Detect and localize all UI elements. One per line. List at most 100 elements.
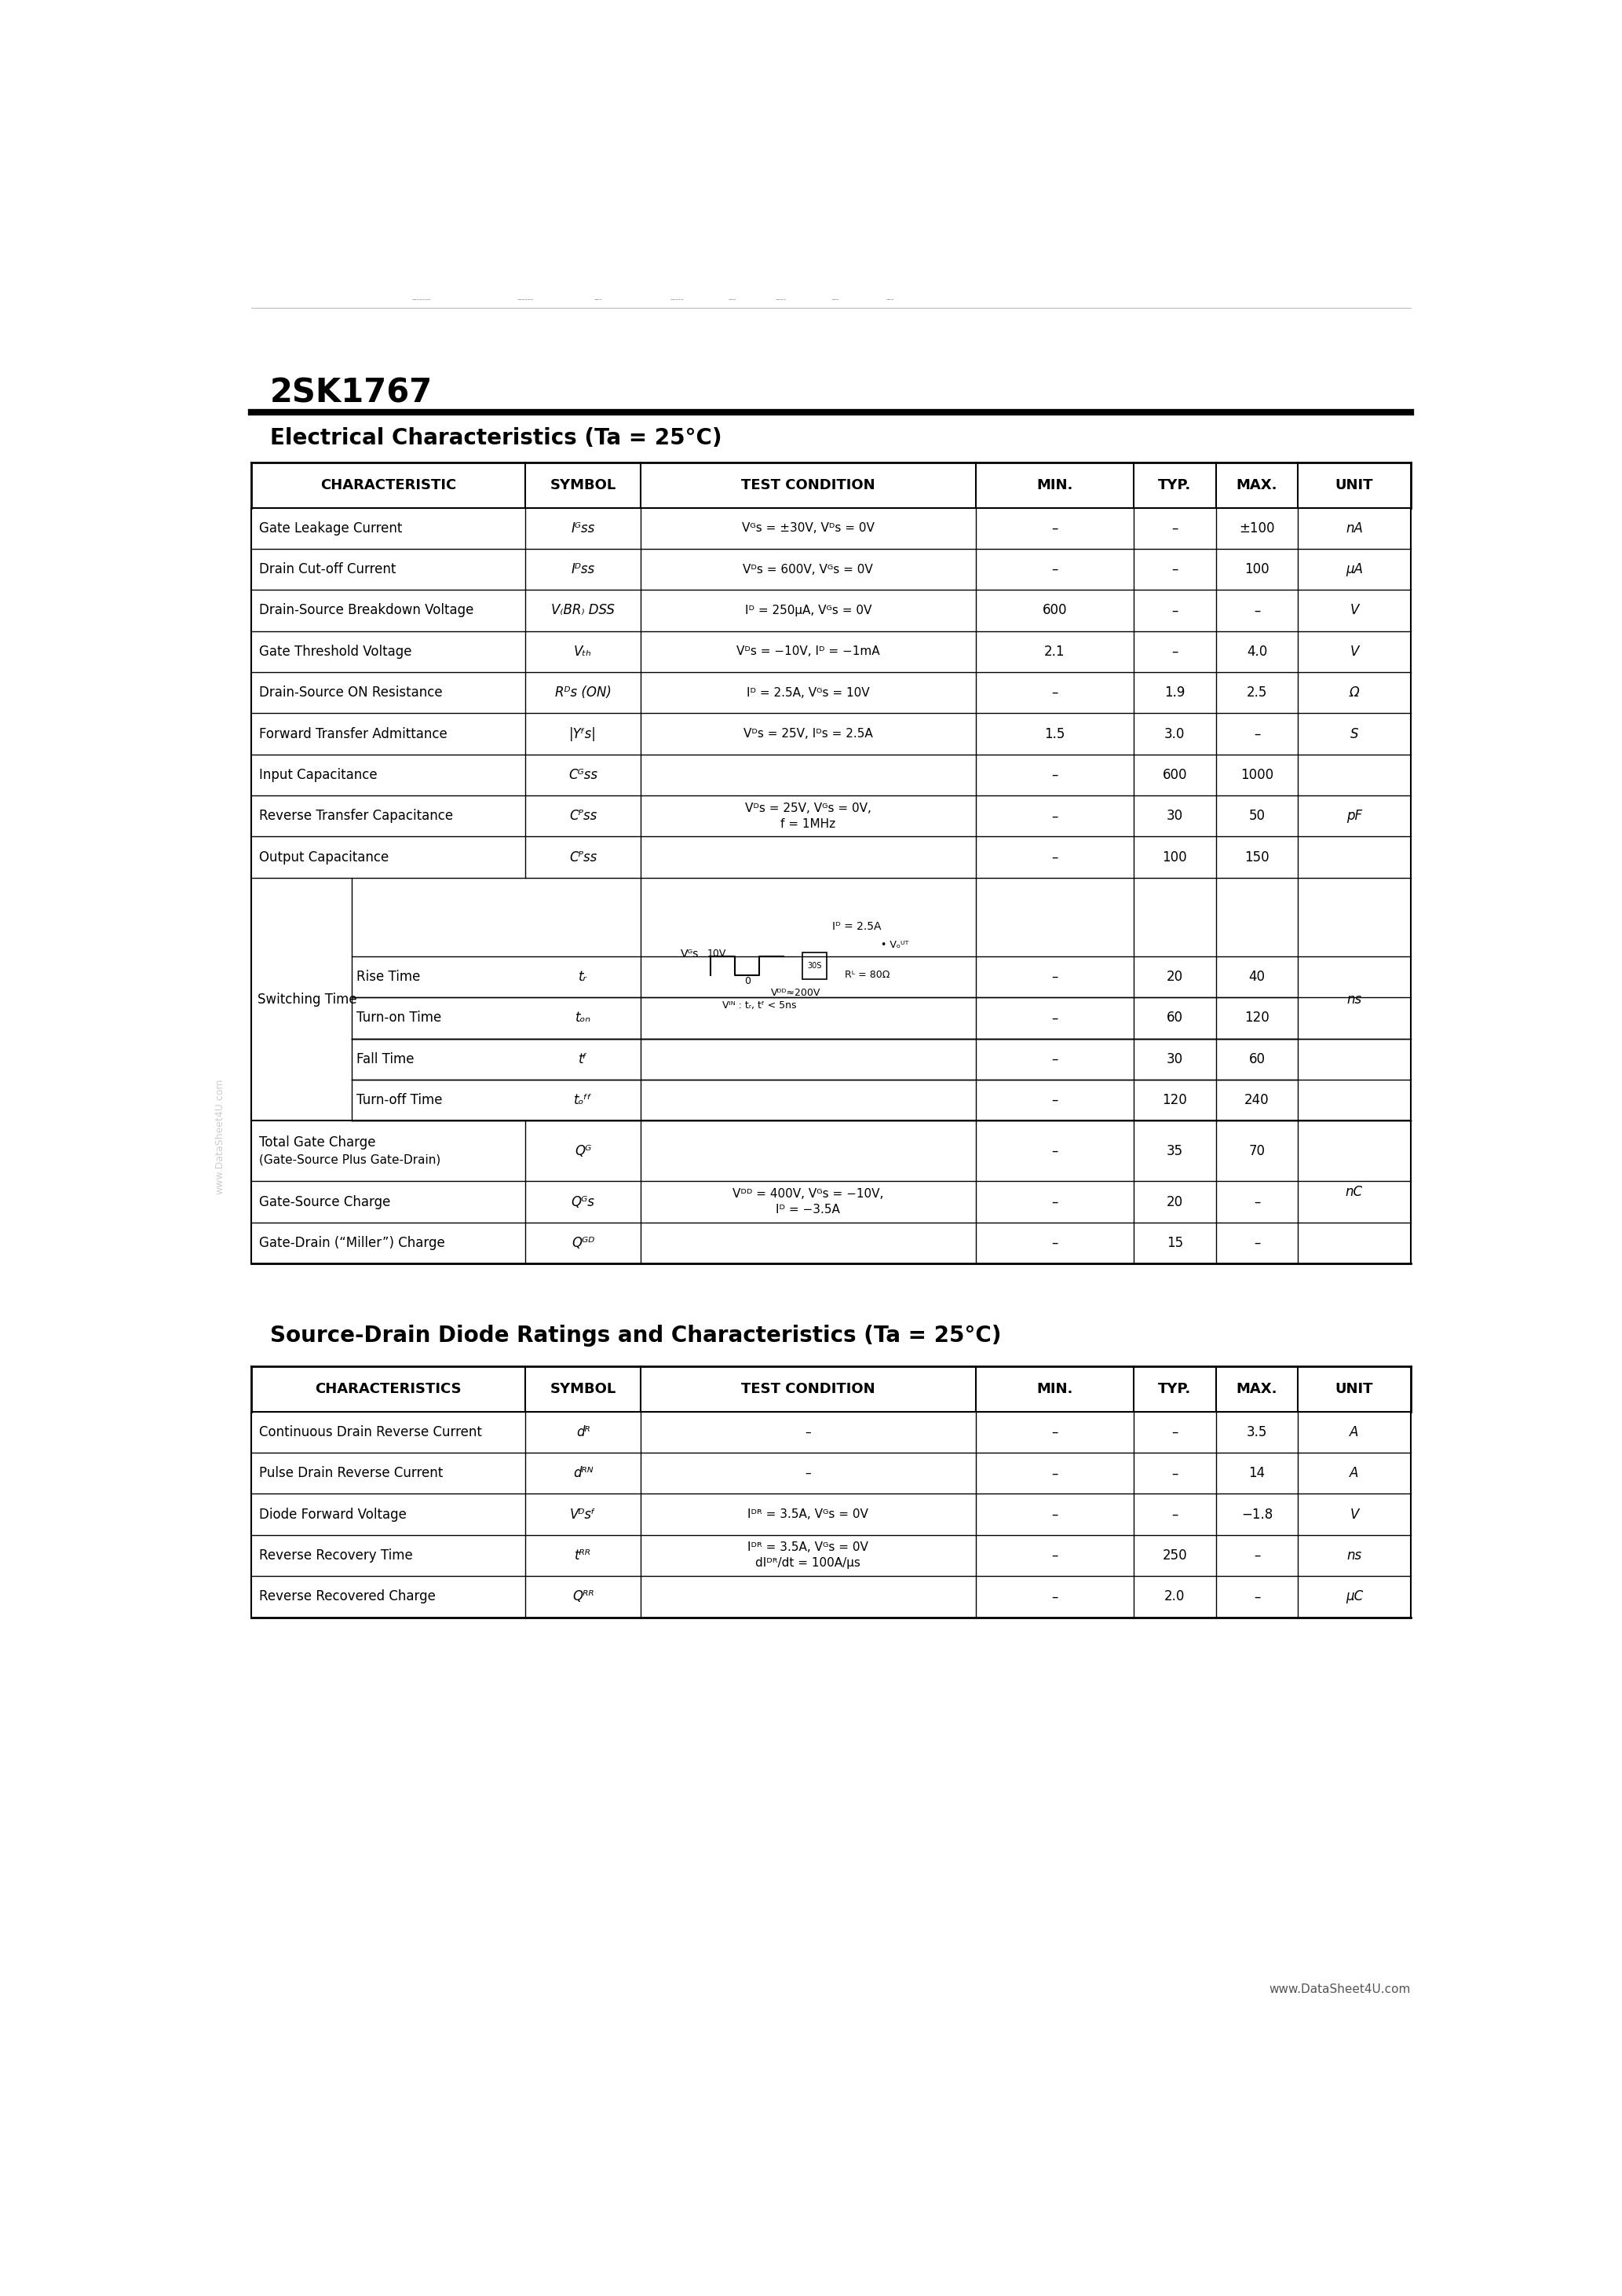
Text: 1000: 1000 [1241,767,1273,783]
Text: |Yᶠs|: |Yᶠs| [569,728,597,742]
Text: 35: 35 [1166,1143,1182,1157]
Text: Output Capacitance: Output Capacitance [260,850,388,863]
Text: SYMBOL: SYMBOL [550,1382,616,1396]
Text: Iᴰᴿ = 3.5A, Vᴳs = 0V: Iᴰᴿ = 3.5A, Vᴳs = 0V [748,1508,868,1520]
Text: Cᴾss: Cᴾss [569,850,597,863]
Text: TEST CONDITION: TEST CONDITION [741,1382,876,1396]
Text: Fall Time: Fall Time [357,1052,414,1065]
Text: Vᴰsᶠ: Vᴰsᶠ [569,1508,595,1522]
Text: μC: μC [1346,1589,1362,1603]
Text: Vᴰs = 25V, Vᴳs = 0V,: Vᴰs = 25V, Vᴳs = 0V, [744,801,871,815]
Text: tᵣ: tᵣ [579,969,587,985]
Text: MIN.: MIN. [1036,1382,1072,1396]
Text: dIᴰᴿ/dt = 100A/μs: dIᴰᴿ/dt = 100A/μs [756,1557,861,1568]
Text: (Gate-Source Plus Gate-Drain): (Gate-Source Plus Gate-Drain) [260,1153,440,1166]
Text: Vᴰs = −10V, Iᴰ = −1mA: Vᴰs = −10V, Iᴰ = −1mA [736,645,879,657]
Text: Reverse Recovery Time: Reverse Recovery Time [260,1548,412,1564]
Text: 60: 60 [1166,1010,1182,1024]
Text: Electrical Characteristics (Ta = 25°C): Electrical Characteristics (Ta = 25°C) [269,427,722,450]
Text: –: – [1051,1426,1058,1440]
Text: Turn-on Time: Turn-on Time [357,1010,441,1024]
Text: Iᴰ = 2.5A, Vᴳs = 10V: Iᴰ = 2.5A, Vᴳs = 10V [746,687,869,698]
Text: Iᴰ = 250μA, Vᴳs = 0V: Iᴰ = 250μA, Vᴳs = 0V [744,604,871,615]
Text: 20: 20 [1166,1194,1182,1210]
Text: 100: 100 [1244,563,1270,576]
Text: Drain-Source ON Resistance: Drain-Source ON Resistance [260,687,443,700]
Text: –: – [1051,808,1058,824]
Text: Cᴳss: Cᴳss [568,767,597,783]
Text: ns: ns [1346,1548,1362,1564]
Text: −1.8: −1.8 [1241,1508,1273,1522]
Text: V: V [1350,645,1359,659]
Text: –: – [1051,1508,1058,1522]
Text: Gate Leakage Current: Gate Leakage Current [260,521,402,535]
Text: –: – [1051,1143,1058,1157]
Text: Continuous Drain Reverse Current: Continuous Drain Reverse Current [260,1426,482,1440]
Text: Iᴰ = −3.5A: Iᴰ = −3.5A [775,1203,840,1215]
Text: dᴿ: dᴿ [576,1426,590,1440]
Text: –: – [1051,1052,1058,1065]
Text: TYP.: TYP. [1158,1382,1191,1396]
Text: –: – [1051,1093,1058,1107]
Text: Cᴾss: Cᴾss [569,808,597,824]
Text: 600: 600 [1163,767,1187,783]
Text: –: – [1171,1467,1178,1481]
Text: pF: pF [1346,808,1362,824]
Text: MAX.: MAX. [1236,478,1278,491]
Text: Turn-off Time: Turn-off Time [357,1093,443,1107]
Text: Pulse Drain Reverse Current: Pulse Drain Reverse Current [260,1467,443,1481]
Text: f = 1MHz: f = 1MHz [780,817,835,829]
Text: μA: μA [1346,563,1362,576]
Text: ±100: ±100 [1239,521,1275,535]
Text: Rᴸ = 80Ω: Rᴸ = 80Ω [845,969,890,980]
Text: ----: ---- [775,296,787,303]
Text: dᴿᴺ: dᴿᴺ [573,1467,594,1481]
Text: 30: 30 [1166,1052,1182,1065]
Text: 120: 120 [1244,1010,1270,1024]
Text: V: V [1350,1508,1359,1522]
Text: –: – [1254,1235,1260,1249]
Text: –: – [1051,687,1058,700]
Text: 3.5: 3.5 [1247,1426,1267,1440]
Text: SYMBOL: SYMBOL [550,478,616,491]
Text: –: – [1051,563,1058,576]
Text: Iᴰss: Iᴰss [571,563,595,576]
Text: Forward Transfer Admittance: Forward Transfer Admittance [260,728,448,742]
Text: 0: 0 [744,976,751,985]
Text: Vᴰs = 600V, Vᴳs = 0V: Vᴰs = 600V, Vᴳs = 0V [743,563,873,576]
Text: UNIT: UNIT [1335,478,1374,491]
Text: Drain-Source Breakdown Voltage: Drain-Source Breakdown Voltage [260,604,474,618]
Text: ---: --- [594,296,602,303]
Text: 70: 70 [1249,1143,1265,1157]
Text: Vᴳs = ±30V, Vᴰs = 0V: Vᴳs = ±30V, Vᴰs = 0V [741,523,874,535]
Text: –: – [1051,1548,1058,1564]
Text: Qᴳᴰ: Qᴳᴰ [571,1235,595,1249]
Text: Vᴳs: Vᴳs [680,948,699,960]
Text: –: – [1051,969,1058,985]
Text: CHARACTERISTIC: CHARACTERISTIC [320,478,456,491]
Text: –: – [1171,645,1178,659]
Text: -----: ----- [670,296,684,303]
Text: –: – [1051,1235,1058,1249]
Text: –: – [1051,521,1058,535]
Text: Vᴰᴰ = 400V, Vᴳs = −10V,: Vᴰᴰ = 400V, Vᴳs = −10V, [733,1187,884,1201]
Text: 2.1: 2.1 [1045,645,1066,659]
Text: Vᴵᴺ : tᵣ, tᶠ < 5ns: Vᴵᴺ : tᵣ, tᶠ < 5ns [722,1001,796,1010]
Text: ns: ns [1346,992,1362,1006]
Text: ---: --- [832,296,840,303]
Text: Qᴳ: Qᴳ [574,1143,592,1157]
Text: 60: 60 [1249,1052,1265,1065]
Text: nA: nA [1346,521,1362,535]
Text: Rᴰs (ON): Rᴰs (ON) [555,687,611,700]
Text: Iᴳss: Iᴳss [571,521,595,535]
Text: –: – [1171,521,1178,535]
Text: 1.5: 1.5 [1045,728,1066,742]
Text: 120: 120 [1163,1093,1187,1107]
Text: Drain Cut-off Current: Drain Cut-off Current [260,563,396,576]
Text: MIN.: MIN. [1036,478,1072,491]
Text: 20: 20 [1166,969,1182,985]
Text: 2.0: 2.0 [1165,1589,1186,1603]
Text: –: – [1171,1426,1178,1440]
Text: 10V: 10V [707,948,727,960]
Text: A: A [1350,1426,1359,1440]
